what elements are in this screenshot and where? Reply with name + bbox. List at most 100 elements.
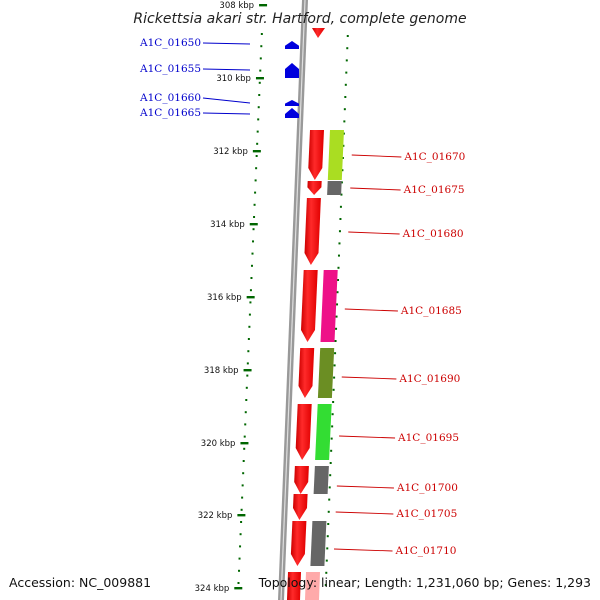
track-guide-dot [346,47,349,50]
track-guide-dot [336,303,339,306]
ruler-dot [258,81,261,84]
ruler-tick [243,369,252,372]
gene-label-a1c_01685: A1C_01685 [400,305,462,317]
ruler-dot [257,106,260,109]
ruler-tick-label: 320 kbp [201,439,236,449]
category-block-a1c_01675 [327,181,342,195]
ruler-tick [237,514,246,517]
position-ruler: 308 kbp 310 kbp 312 kbp 314 kbp 316 kbp 318 k… [195,1,349,594]
gene-label-a1c_01655: A1C_01655 [139,63,201,75]
ruler-dot [242,472,245,475]
track-guide-dot [337,266,340,269]
track-guide-dot [343,108,346,111]
label-leader [348,231,400,235]
backbone-highlight [280,0,306,600]
track-guide-dot [326,547,329,550]
track-guide-dot [327,510,330,513]
ruler-dot [245,399,248,401]
label-leader [335,511,394,515]
track-guide-dot [345,71,348,74]
label-leader [333,548,393,552]
track-guide-dot [341,169,344,172]
forward-strand-track [287,28,325,600]
track-guide-dot [329,474,332,477]
ruler-dot [246,374,249,377]
gene-label-a1c_01695: A1C_01695 [397,432,459,444]
label-leader [351,154,402,158]
ruler-dot [260,33,263,35]
gene-label-a1c_01675: A1C_01675 [403,184,465,196]
track-guide-dot [328,486,331,489]
ruler-dot [254,179,257,182]
track-guide-dot [324,584,327,586]
track-guide-dot [332,388,335,391]
category-block-a1c_01695 [315,404,332,460]
track-guide-dot [336,291,339,294]
ruler-dot [254,191,257,194]
ruler-dot [251,252,254,255]
ruler-dot [252,228,255,231]
ruler-dot [237,582,240,584]
ruler-tick [259,4,268,7]
category-block-a1c_01670 [327,130,344,180]
ruler-dot [241,496,244,499]
category-block-a1c_01685 [320,270,338,342]
track-guide-dot [335,315,338,318]
gene-arrow-a1c_01710 [290,521,307,566]
track-guide-dot [325,559,328,562]
genome-summary-text: Topology: linear; Length: 1,231,060 bp; … [258,575,591,590]
label-leader [339,435,396,439]
ruler-dot [242,460,245,462]
ruler-tick [234,587,243,590]
ruler-dot [239,545,242,548]
track-guide-dot [333,364,336,367]
track-guide-dot [344,96,347,98]
track-guide-dot [329,462,332,464]
gene-label-a1c_01700: A1C_01700 [396,482,458,494]
track-guide-dot [327,523,330,525]
label-leader [202,42,251,45]
track-guide-dot [342,132,345,135]
ruler-tick [249,223,258,226]
ruler-tick [240,442,249,445]
gene-label-a1c_01670: A1C_01670 [403,151,465,163]
track-guide-dot [339,205,342,208]
ruler-dot [260,45,263,48]
ruler-dot [258,94,261,96]
ruler-dot [247,350,250,353]
category-block-partial-bottom [305,572,320,600]
ruler-dot [255,155,258,157]
track-guide-dot [346,35,349,37]
category-track [305,130,344,600]
gene-label-a1c_01665: A1C_01665 [139,107,201,119]
ruler-tick-label: 310 kbp [216,74,251,84]
track-guide-dot [331,413,334,416]
track-guide-dot [342,144,345,147]
ruler-dot [248,325,251,328]
gene-arrow-a1c_01705 [293,494,308,520]
track-guide-dot [339,218,342,220]
ruler-dot [249,289,252,292]
track-guide-dot [343,120,346,123]
ruler-dot [238,557,241,560]
reverse-strand-track [285,41,299,118]
track-guide-dot [334,340,337,342]
track-guide-dot [338,242,341,245]
track-guide-dot [334,352,337,355]
track-guide-dot [345,59,348,62]
ruler-dot [239,533,242,536]
track-guide-dot [328,498,331,501]
gene-arrow-a1c_01690 [298,348,315,398]
ruler-dot [256,142,259,145]
label-leader [202,112,251,115]
label-leader [336,485,394,489]
gene-arrow-a1c_01700 [294,466,309,494]
ruler-dot [253,203,256,206]
ruler-dot [244,411,247,414]
ruler-dot [243,447,246,450]
ruler-dot [246,362,249,365]
gene-label-a1c_01660: A1C_01660 [139,92,201,104]
gene-arrow-a1c_01665 [285,108,299,118]
gene-label-a1c_01710: A1C_01710 [395,545,457,557]
